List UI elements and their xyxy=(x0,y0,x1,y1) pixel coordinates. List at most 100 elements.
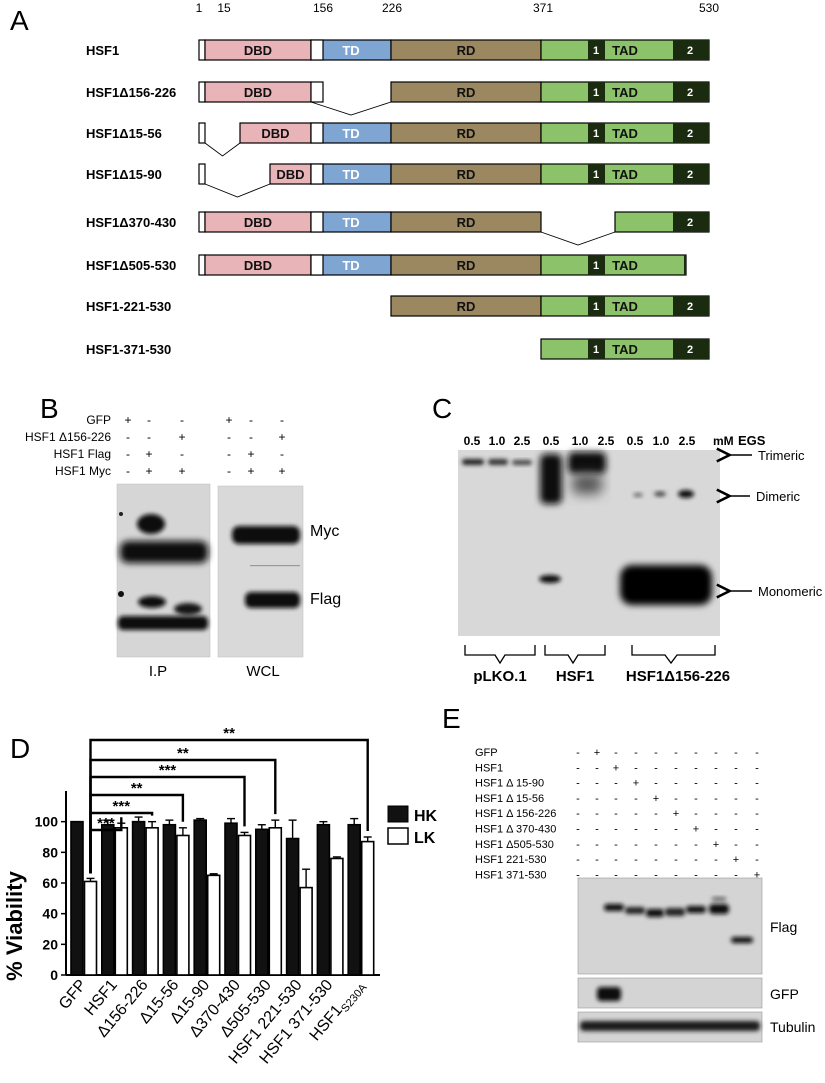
condition-sign: - xyxy=(714,793,718,805)
condition-sign: - xyxy=(576,808,580,820)
condition-sign: - xyxy=(654,869,658,881)
position-226: 226 xyxy=(382,1,402,15)
condition-sign: - xyxy=(634,762,638,774)
condition-sign: - xyxy=(614,808,618,820)
bar-lk xyxy=(206,874,221,976)
condition-sign: - xyxy=(576,793,580,805)
linker-segment xyxy=(310,122,324,144)
position-labels: 1 15 156 226 371 530 xyxy=(196,1,720,15)
condition-sign: - xyxy=(734,839,738,851)
construct-name: HSF1-371-530 xyxy=(86,342,171,357)
position-15: 15 xyxy=(217,1,231,15)
bar-hk xyxy=(131,820,146,976)
condition-sign: + xyxy=(124,413,131,427)
condition-sign: - xyxy=(674,747,678,759)
condition-sign: - xyxy=(674,869,678,881)
condition-sign: - xyxy=(576,747,580,759)
condition-sign: + xyxy=(178,464,185,478)
linker-segment xyxy=(310,81,324,103)
condition-sign: - xyxy=(734,747,738,759)
motif-1-label: 1 xyxy=(593,45,599,57)
bar-hk xyxy=(255,828,269,976)
y-tick-label: 20 xyxy=(42,936,58,952)
condition-label: HSF1 221-530 xyxy=(475,854,547,866)
condition-sign: - xyxy=(674,839,678,851)
condition-sign: - xyxy=(227,430,231,444)
position-371: 371 xyxy=(533,1,553,15)
condition-label: HSF1 xyxy=(475,762,503,774)
panel-e-condition-table: GFP - + - - - - - - - - HSF1 - - + - - - - - - - HSF1 Δ 15-90 -… xyxy=(475,747,760,881)
linker-segment xyxy=(310,211,324,233)
condition-sign: - xyxy=(674,824,678,836)
condition-sign: - xyxy=(654,839,658,851)
significance-label: ** xyxy=(177,745,189,762)
linker-segment xyxy=(310,39,324,61)
condition-sign: - xyxy=(614,747,618,759)
deletion-line xyxy=(310,101,392,116)
legend-label-lk: LK xyxy=(414,830,436,847)
condition-label: HSF1 Δ 15-90 xyxy=(475,778,544,790)
condition-sign: + xyxy=(247,447,254,461)
motif-2-block xyxy=(673,212,709,232)
motif-1-block xyxy=(588,164,605,184)
condition-sign: - xyxy=(714,824,718,836)
condition-sign: - xyxy=(595,839,599,851)
truncated-end xyxy=(684,255,686,275)
condition-sign: - xyxy=(734,793,738,805)
condition-sign: - xyxy=(614,839,618,851)
condition-sign: - xyxy=(755,839,759,851)
condition-label: HSF1 Flag xyxy=(54,447,111,461)
panel-b-letter: B xyxy=(40,393,59,424)
condition-sign: - xyxy=(694,854,698,866)
construct-row: HSF1-221-530 RD 1 TAD 2 xyxy=(86,295,710,317)
significance-label: *** xyxy=(159,762,177,779)
egs-concentration: 0.5 xyxy=(543,434,560,448)
condition-label: HSF1 Δ505-530 xyxy=(475,839,554,851)
blot-tubulin xyxy=(577,1011,763,1043)
condition-label: HSF1 Δ156-226 xyxy=(25,430,111,444)
motif-1-label: 1 xyxy=(593,128,599,140)
egs-concentration: 2.5 xyxy=(514,434,531,448)
domain-label-td: TD xyxy=(342,126,359,141)
condition-sign: + xyxy=(693,824,699,836)
condition-sign: - xyxy=(714,854,718,866)
panel-b: B GFP + - - + - - HSF1 Δ156-226 - - + - - + HSF1 Flag -… xyxy=(25,393,341,680)
condition-sign: - xyxy=(614,854,618,866)
n-terminal-segment xyxy=(198,81,206,103)
condition-sign: - xyxy=(755,762,759,774)
panel-e: E GFP - + - - - - - - - - HSF1 - - + - - - - - - - HSF1 Δ 15-9… xyxy=(442,703,815,1043)
condition-sign: + xyxy=(247,464,254,478)
construct-row: HSF1Δ505-530 DBD TD RD 1 TAD xyxy=(86,254,687,276)
condition-sign: - xyxy=(614,824,618,836)
linker-segment xyxy=(310,163,324,185)
condition-sign: - xyxy=(755,747,759,759)
bar-lk xyxy=(176,834,190,976)
domain-label-dbd: DBD xyxy=(244,258,272,273)
condition-sign: - xyxy=(674,854,678,866)
condition-sign: - xyxy=(755,778,759,790)
condition-sign: - xyxy=(280,447,284,461)
bar-hk xyxy=(285,837,300,976)
condition-sign: - xyxy=(227,447,231,461)
motif-2-block xyxy=(673,339,709,359)
condition-sign: + xyxy=(178,430,185,444)
band-label-myc: Myc xyxy=(310,523,339,540)
condition-sign: - xyxy=(227,464,231,478)
motif-1-block xyxy=(588,40,605,60)
significance-label: *** xyxy=(113,798,131,815)
bar-hk xyxy=(101,823,115,976)
motif-2-block xyxy=(673,164,709,184)
domain-label-td: TD xyxy=(342,215,359,230)
domain-label-tad: TAD xyxy=(612,43,638,58)
arrow-labels: Trimeric Dimeric Monomeric xyxy=(728,448,823,599)
condition-sign: + xyxy=(145,464,152,478)
condition-sign: - xyxy=(714,808,718,820)
group-plko: pLKO.1 xyxy=(473,668,526,685)
egs-concentration: 1.0 xyxy=(489,434,506,448)
condition-sign: - xyxy=(755,854,759,866)
condition-sign: - xyxy=(755,824,759,836)
construct-row: HSF1Δ15-90 DBD TD RD 1 TAD 2 xyxy=(86,163,710,198)
band-label-flag: Flag xyxy=(310,591,341,608)
condition-sign: - xyxy=(634,808,638,820)
motif-1-block xyxy=(588,255,605,275)
